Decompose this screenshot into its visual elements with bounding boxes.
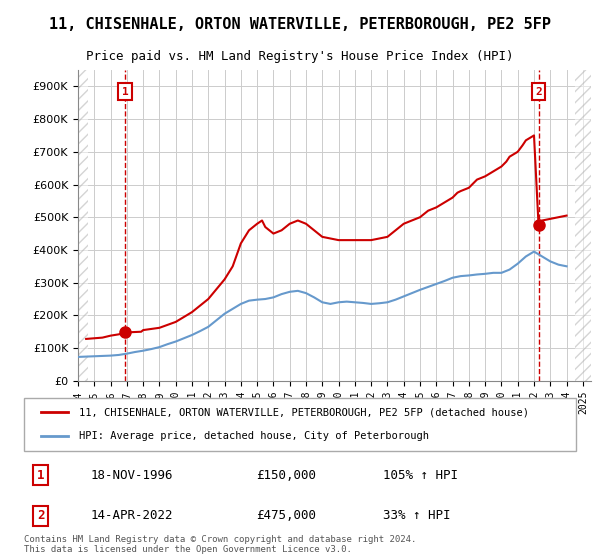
Bar bbox=[78, 70, 88, 381]
Text: £150,000: £150,000 bbox=[256, 469, 316, 482]
FancyBboxPatch shape bbox=[24, 398, 576, 451]
Text: £475,000: £475,000 bbox=[256, 509, 316, 522]
Bar bbox=[78, 70, 88, 381]
Text: 11, CHISENHALE, ORTON WATERVILLE, PETERBOROUGH, PE2 5FP (detached house): 11, CHISENHALE, ORTON WATERVILLE, PETERB… bbox=[79, 408, 529, 418]
Text: 1: 1 bbox=[37, 469, 44, 482]
Text: 2: 2 bbox=[37, 509, 44, 522]
Text: 1: 1 bbox=[122, 87, 128, 97]
Text: Contains HM Land Registry data © Crown copyright and database right 2024.
This d: Contains HM Land Registry data © Crown c… bbox=[24, 535, 416, 554]
Text: 11, CHISENHALE, ORTON WATERVILLE, PETERBOROUGH, PE2 5FP: 11, CHISENHALE, ORTON WATERVILLE, PETERB… bbox=[49, 17, 551, 32]
Text: 105% ↑ HPI: 105% ↑ HPI bbox=[383, 469, 458, 482]
Text: HPI: Average price, detached house, City of Peterborough: HPI: Average price, detached house, City… bbox=[79, 431, 429, 441]
Text: 2: 2 bbox=[535, 87, 542, 97]
Text: 14-APR-2022: 14-APR-2022 bbox=[90, 509, 173, 522]
Text: 18-NOV-1996: 18-NOV-1996 bbox=[90, 469, 173, 482]
Text: 33% ↑ HPI: 33% ↑ HPI bbox=[383, 509, 450, 522]
Bar bbox=[575, 70, 591, 381]
Text: Price paid vs. HM Land Registry's House Price Index (HPI): Price paid vs. HM Land Registry's House … bbox=[86, 50, 514, 63]
